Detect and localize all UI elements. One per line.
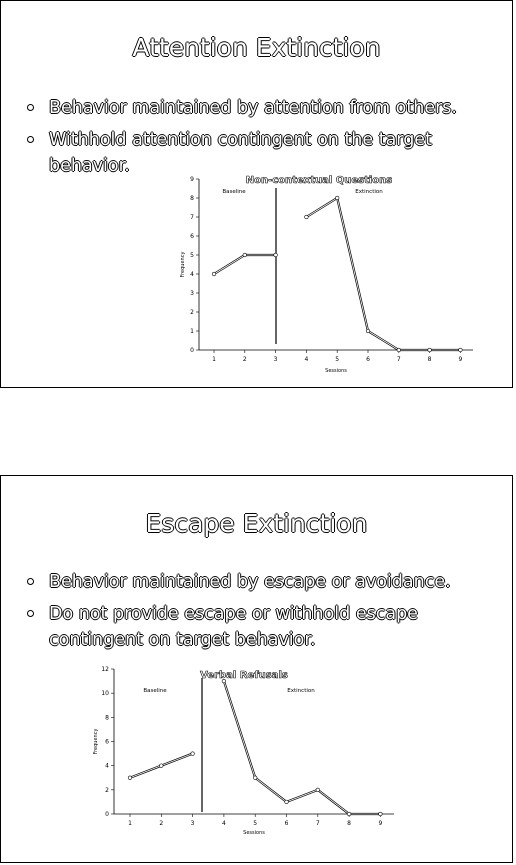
x-tick-label: 5 (253, 820, 257, 827)
series-line-inner (223, 680, 381, 815)
y-tick-label: 1 (190, 328, 194, 335)
data-point (304, 214, 309, 220)
y-tick-label: 8 (105, 714, 109, 721)
x-tick-label: 1 (212, 356, 216, 363)
y-tick-label: 8 (190, 195, 194, 202)
data-point (335, 195, 340, 201)
y-tick-label: 3 (190, 290, 194, 297)
x-tick-label: 8 (347, 820, 351, 827)
bullet-dot-icon (27, 610, 34, 617)
y-tick-label: 2 (105, 787, 109, 794)
phase-label-extinction: Extinction (355, 189, 383, 195)
slide-attention-extinction: Attention Extinction Behavior maintained… (0, 0, 513, 388)
bullet-text: Behavior maintained by attention from ot… (49, 98, 457, 118)
bullet-list: Behavior maintained by escape or avoidan… (27, 569, 502, 659)
x-tick-label: 3 (274, 356, 278, 363)
data-point (127, 775, 133, 780)
x-tick-label: 4 (304, 356, 308, 363)
y-tick-label: 0 (105, 811, 109, 818)
x-tick-label: 6 (285, 820, 289, 827)
bullet-item: Behavior maintained by attention from ot… (27, 95, 502, 121)
x-axis-label: Sessions (325, 368, 347, 374)
x-tick-label: 7 (397, 356, 401, 363)
phase-label-extinction: Extinction (287, 688, 315, 694)
x-tick-label: 3 (191, 820, 195, 827)
bullet-item: Do not provide escape or withhold escape… (27, 601, 502, 653)
data-point (378, 811, 383, 817)
x-tick-label: 8 (428, 356, 432, 363)
data-point (427, 347, 432, 353)
bullet-item: Behavior maintained by escape or avoidan… (27, 569, 502, 595)
x-axis-label: Sessions (243, 830, 265, 836)
data-point (190, 751, 195, 756)
series-line-inner (213, 254, 276, 275)
bullet-list: Behavior maintained by attention from ot… (27, 95, 502, 185)
data-point (242, 252, 247, 258)
x-tick-label: 9 (378, 820, 382, 827)
phase-label-baseline: Baseline (143, 688, 167, 694)
y-tick-label: 4 (190, 271, 194, 278)
y-tick-label: 7 (190, 214, 194, 221)
bullet-item: Withhold attention contingent on the tar… (27, 127, 502, 179)
data-point (396, 347, 401, 353)
bullet-dot-icon (27, 578, 34, 585)
bullet-text: Do not provide escape or withhold escape… (49, 604, 418, 650)
phase-label-baseline: Baseline (222, 189, 246, 195)
y-axis-label: Frequency (180, 252, 186, 278)
bullet-text: Withhold attention contingent on the tar… (49, 130, 432, 176)
series-line (305, 196, 461, 352)
data-point (365, 328, 371, 334)
data-point (315, 787, 320, 792)
data-point (253, 775, 258, 780)
data-point (458, 347, 463, 353)
data-point (273, 252, 278, 258)
bullet-text: Behavior maintained by escape or avoidan… (49, 572, 451, 592)
x-tick-label: 9 (458, 356, 462, 363)
data-point (284, 799, 289, 805)
x-tick-label: 2 (159, 820, 163, 827)
chart-title: Verbal Refusals (200, 670, 288, 681)
x-tick-label: 2 (243, 356, 247, 363)
y-tick-label: 6 (105, 739, 109, 746)
series-line (213, 253, 276, 275)
data-point (159, 763, 164, 768)
bullet-dot-icon (27, 136, 34, 143)
x-tick-label: 1 (128, 820, 132, 827)
slide-escape-extinction: Escape Extinction Behavior maintained by… (0, 475, 513, 863)
slide-title: Escape Extinction (145, 509, 368, 538)
x-tick-label: 4 (222, 820, 226, 827)
x-tick-label: 5 (335, 356, 339, 363)
y-axis-label: Frequency (93, 729, 99, 755)
y-tick-label: 5 (190, 252, 194, 259)
y-tick-label: 0 (190, 347, 194, 354)
slide-title: Attention Extinction (132, 33, 381, 62)
data-point (347, 811, 352, 817)
y-tick-label: 2 (190, 309, 194, 316)
y-tick-label: 12 (101, 666, 109, 673)
chart-title: Non-contextual Questions (246, 175, 393, 186)
series-line-inner (306, 197, 461, 351)
data-point (221, 678, 226, 684)
y-tick-label: 4 (105, 763, 109, 770)
chart-non-contextual-questions: 0 1 2 3 4 5 6 7 8 9 1 2 3 4 5 6 7 8 9 Sessions Frequency Base… (180, 175, 473, 374)
series-line (222, 680, 381, 816)
data-point (211, 271, 217, 277)
y-tick-label: 10 (101, 690, 109, 697)
x-tick-label: 7 (316, 820, 320, 827)
x-tick-label: 6 (366, 356, 370, 363)
y-tick-label: 9 (190, 176, 194, 183)
bullet-dot-icon (27, 104, 34, 111)
y-tick-label: 6 (190, 233, 194, 240)
